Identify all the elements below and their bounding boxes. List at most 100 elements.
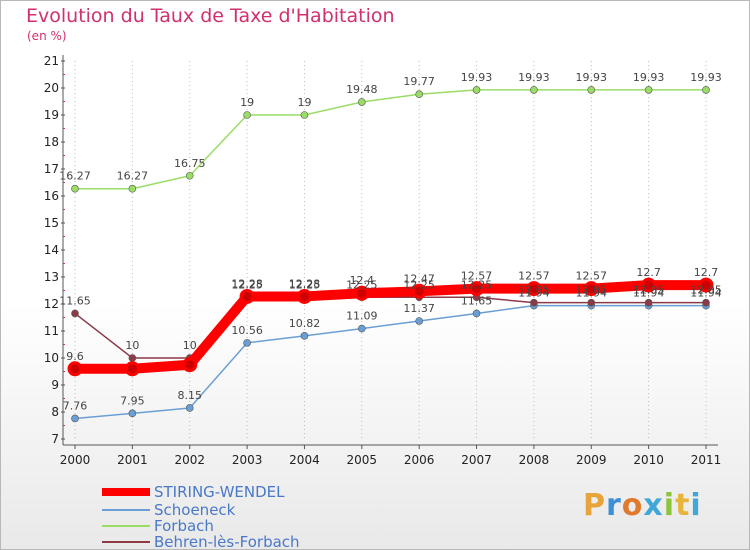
data-label: 7.95 [120,394,145,407]
data-label: 12.57 [576,270,608,283]
data-label: 12.25 [346,278,378,291]
series-line [75,89,706,190]
series-line [75,280,706,374]
data-label: 19.93 [633,71,665,84]
chart-subtitle: (en %) [27,29,67,43]
y-tick-label: 20 [44,81,59,95]
data-label: 12.05 [576,284,608,297]
data-point [587,298,596,307]
data-label: 11.94 [576,287,608,300]
data-point [411,283,427,299]
y-tick-label: 18 [44,135,59,149]
chart-title: Evolution du Taux de Taxe d'Habitation [26,5,395,27]
data-point [469,281,485,297]
logo-letter: t [675,488,691,523]
data-point [300,111,309,119]
data-point [698,277,714,293]
data-label: 12.25 [289,278,321,291]
legend-entry: STIRING-WENDEL [154,483,285,501]
logo-letter: i [663,488,676,523]
data-point [185,404,194,412]
data-label: 12.7 [636,266,661,279]
data-label: 11.37 [403,302,435,315]
x-tick-label: 2004 [289,453,320,467]
data-label: 12.57 [461,270,493,283]
x-tick-label: 2003 [232,453,263,467]
data-point [415,90,423,99]
y-tick-label: 14 [44,243,59,257]
y-tick-label: 7 [51,432,59,446]
x-tick-label: 2009 [576,453,607,467]
data-point [243,111,251,119]
data-label: 16.75 [174,157,206,170]
data-label: 16.27 [117,170,149,183]
x-tick-label: 2007 [461,453,492,467]
data-point [644,298,653,307]
data-label: 10 [183,339,197,352]
y-tick-label: 12 [44,297,59,311]
x-tick-label: 2011 [691,453,722,467]
data-label: 11.09 [346,310,378,323]
data-point [71,184,79,193]
data-label: 11.65 [461,294,493,307]
data-point [415,317,423,325]
data-label: 10.56 [231,324,263,337]
data-point [71,309,79,318]
data-label: 12.25 [231,278,263,291]
series-line [74,304,706,420]
data-label: 12.05 [518,284,550,297]
x-tick-label: 2010 [633,453,664,467]
data-label: 12.05 [690,284,722,297]
data-label: 11.65 [59,294,91,307]
y-tick-label: 11 [44,324,59,338]
y-tick-label: 15 [44,216,59,230]
logo-letter: o [621,488,644,523]
y-tick-label: 9 [51,378,59,392]
data-point [128,184,137,193]
data-point [67,361,83,377]
data-label: 11.94 [518,287,550,300]
data-label: 19.48 [346,83,378,96]
data-label: 12.05 [633,284,665,297]
data-label: 12.25 [403,278,435,291]
data-label: 19.93 [461,71,493,84]
data-point [472,86,481,94]
data-label: 7.76 [63,399,88,412]
data-label: 11.94 [690,287,722,300]
data-label: 12.4 [350,274,375,287]
data-label: 12.47 [403,272,435,285]
logo-letter: P [583,488,606,523]
data-point [702,86,710,94]
y-tick-label: 10 [44,351,59,365]
data-label: 11.94 [633,287,665,300]
data-point [124,361,140,377]
y-tick-label: 8 [51,405,59,419]
data-point [300,332,309,340]
data-point [358,324,366,333]
data-point [526,281,542,297]
legend-entry: Behren-lès-Forbach [154,533,300,550]
data-label: 12.57 [518,270,550,283]
data-label: 19.93 [690,71,722,84]
y-tick-label: 16 [44,189,59,203]
data-point [644,86,653,94]
data-label: 19 [240,96,254,109]
data-label: 12.28 [231,277,263,290]
data-label: 16.27 [59,170,91,183]
y-tick-label: 13 [44,270,59,284]
data-label: 10.82 [289,317,321,330]
data-label: 12.7 [694,266,719,279]
data-label: 19.93 [518,71,550,84]
data-label: 19.77 [403,75,435,88]
data-point [358,98,366,106]
data-label: 12.25 [461,278,493,291]
data-point [702,298,710,307]
data-point [185,171,194,180]
x-tick-label: 2005 [347,453,378,467]
legend-entry: Schoeneck [154,501,236,519]
data-point [128,409,137,418]
y-tick-label: 17 [44,162,59,176]
proxiti-logo: Proxiti [583,488,702,523]
data-point [530,86,538,94]
